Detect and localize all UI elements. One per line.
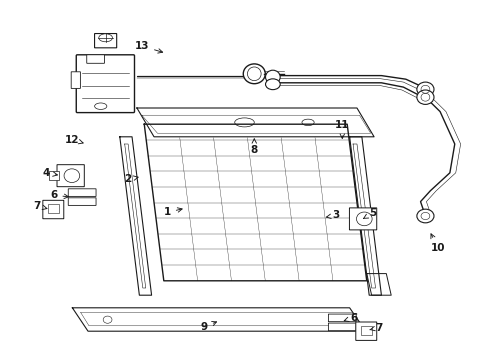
FancyBboxPatch shape	[71, 72, 80, 89]
Text: 5: 5	[363, 208, 375, 219]
Ellipse shape	[416, 209, 433, 223]
Text: 10: 10	[429, 234, 444, 253]
FancyBboxPatch shape	[68, 198, 96, 206]
Text: 4: 4	[42, 168, 57, 178]
Ellipse shape	[95, 103, 106, 109]
FancyBboxPatch shape	[355, 322, 376, 341]
FancyBboxPatch shape	[328, 323, 355, 331]
FancyBboxPatch shape	[57, 165, 84, 187]
Text: 1: 1	[163, 207, 182, 217]
Polygon shape	[72, 308, 365, 331]
Text: 7: 7	[369, 323, 382, 333]
Bar	[49, 171, 59, 180]
Text: 3: 3	[326, 210, 339, 220]
Text: 2: 2	[124, 174, 138, 184]
Ellipse shape	[99, 34, 112, 42]
Bar	[360, 326, 371, 335]
Ellipse shape	[416, 90, 433, 104]
Polygon shape	[120, 137, 151, 295]
Ellipse shape	[265, 79, 280, 90]
Ellipse shape	[416, 82, 433, 96]
Text: 13: 13	[134, 41, 163, 53]
Text: 8: 8	[250, 139, 257, 156]
FancyBboxPatch shape	[76, 55, 134, 113]
Text: 6: 6	[344, 312, 357, 323]
FancyBboxPatch shape	[86, 55, 104, 63]
Polygon shape	[137, 108, 373, 137]
Text: 7: 7	[33, 201, 47, 211]
FancyBboxPatch shape	[68, 189, 96, 197]
Text: 12: 12	[65, 135, 83, 145]
Text: 6: 6	[50, 190, 68, 200]
FancyBboxPatch shape	[328, 314, 355, 322]
Bar	[48, 204, 59, 213]
Text: 11: 11	[334, 120, 349, 138]
Polygon shape	[366, 274, 390, 295]
Polygon shape	[144, 124, 366, 281]
FancyBboxPatch shape	[43, 200, 63, 219]
Polygon shape	[349, 137, 381, 295]
FancyBboxPatch shape	[349, 208, 376, 230]
Ellipse shape	[265, 70, 280, 84]
Text: 9: 9	[201, 321, 216, 332]
Ellipse shape	[243, 64, 264, 84]
FancyBboxPatch shape	[94, 33, 117, 48]
